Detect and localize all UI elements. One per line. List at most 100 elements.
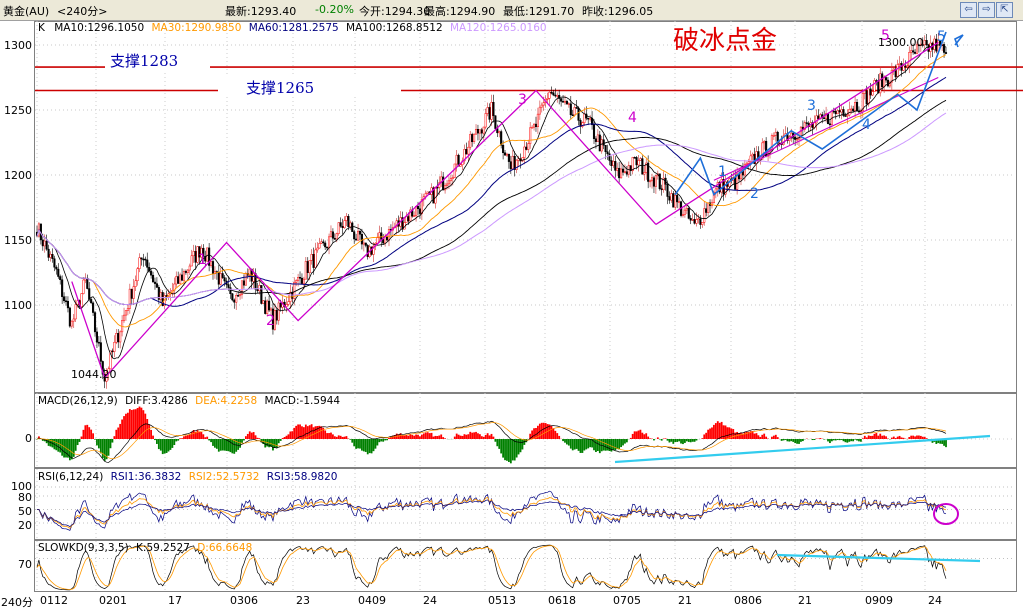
candle-body [218,273,220,285]
trend-label-1: 1 [718,164,727,180]
candle-body [224,278,226,281]
macd-histogram-bar [257,438,259,439]
candle-body [114,342,116,351]
candle-body [243,281,245,285]
macd-histogram-bar [761,435,763,439]
macd-histogram-bar [464,434,466,439]
candle-body [237,295,239,296]
macd-histogram-bar [717,421,719,439]
candle-body [818,116,820,119]
candle-body [56,267,58,269]
candle-body [903,66,905,71]
macd-histogram-bar [425,433,427,439]
candle-body [276,310,278,320]
candle-body [143,259,145,260]
candle-body [301,278,303,283]
candle-body [483,127,485,133]
macd-histogram-bar [512,439,514,460]
macd-histogram-bar [119,424,121,439]
candle-body [446,184,448,186]
macd-histogram-bar [564,439,566,443]
candle-body [589,118,591,119]
macd-histogram-bar [355,439,357,449]
macd-histogram-bar [154,439,156,440]
macd-histogram-bar [332,434,334,439]
macd-histogram-bar [338,435,340,439]
macd-histogram-bar [846,439,848,443]
macd-histogram-bar [908,437,910,439]
candle-body [100,343,102,362]
macd-histogram-bar [113,436,115,439]
macd-histogram-bar [562,439,564,441]
candle-body [850,109,852,110]
candle-body [406,216,408,222]
candle-body [669,197,671,201]
candle-body [315,250,317,268]
macd-histogram-bar [705,433,707,439]
candle-body [524,147,526,158]
macd-histogram-bar [496,439,498,446]
macd-histogram-bar [707,430,709,439]
macd-histogram-bar [903,438,905,439]
macd-histogram-bar [139,407,141,439]
macd-histogram-bar [280,439,282,441]
macd-histogram-bar [500,439,502,453]
candle-body [86,278,88,288]
candle-body [572,115,574,116]
macd-histogram-bar [688,439,690,442]
candle-body [195,251,197,262]
macd-histogram-bar [247,434,249,439]
macd-histogram-bar [301,426,303,439]
candle-body [73,319,75,321]
macd-histogram-bar [481,436,483,439]
price-tick-label: 1200 [4,169,32,182]
macd-value: MACD:-1.5944 [265,395,341,407]
macd-histogram-bar [376,439,378,445]
candle-body [382,239,384,243]
macd-histogram-bar [454,437,456,439]
macd-histogram-bar [251,433,253,439]
candle-body [344,221,346,228]
macd-histogram-bar [819,438,821,439]
macd-histogram-bar [231,439,233,453]
macd-histogram-bar [291,431,293,439]
price-tick-label: 1250 [4,104,32,117]
candle-body [599,135,601,151]
candle-body [881,74,883,87]
macd-histogram-bar [794,439,796,443]
macd-histogram-bar [326,433,328,439]
macd-histogram-bar [872,436,874,439]
candle-body [348,216,350,227]
macd-histogram-bar [183,436,185,439]
macd-histogram-bar [131,410,133,439]
macd-histogram-bar [427,432,429,439]
macd-histogram-bar [508,439,510,462]
macd-histogram-bar [81,437,83,439]
macd-histogram-bar [860,439,862,442]
macd-histogram-bar [293,428,295,439]
time-tick-label: 0306 [230,594,258,607]
macd-histogram-bar [460,436,462,439]
candle-body [145,259,147,260]
macd-histogram-bar [202,434,204,439]
macd-histogram-bar [129,409,131,439]
macd-histogram-bar [875,433,877,439]
candle-body [245,273,247,285]
candle-body [823,118,825,119]
candle-body [137,269,139,281]
macd-histogram-bar [415,435,417,439]
macd-histogram-bar [239,439,241,448]
candle-body [270,309,272,310]
macd-histogram-bar [199,432,201,439]
candle-body [493,102,495,115]
candle-body [924,40,926,44]
macd-histogram-bar [440,434,442,439]
candle-body [388,229,390,240]
time-tick-label: 0909 [865,594,893,607]
macd-histogram-bar [144,414,146,439]
candle-body [775,132,777,135]
macd-histogram-bar [558,436,560,439]
macd-histogram-bar [208,439,210,440]
candle-body [112,351,114,352]
